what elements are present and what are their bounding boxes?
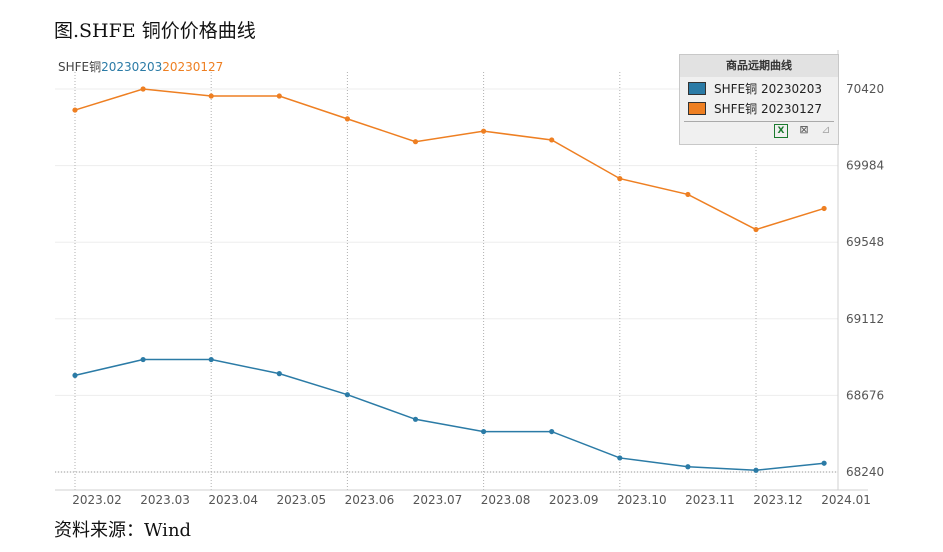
series-point-1 [753,467,759,473]
series-point-2 [344,116,350,122]
series-point-2 [140,86,146,92]
x-tick-label: 2023.09 [549,493,599,507]
source-note: 资料来源：Wind [54,520,192,541]
x-tick-label: 2023.06 [345,493,395,507]
legend-swatch-1 [688,81,706,95]
chart-edit-icon[interactable]: ⊠ [799,123,809,136]
x-tick-label: 2023.10 [617,493,667,507]
series-point-1 [685,464,691,470]
series-point-2 [549,137,555,143]
x-tick-label: 2023.12 [753,493,803,507]
series-point-2 [821,205,827,212]
legend-item-2[interactable]: SHFE铜 20230127 [680,99,838,117]
series-point-1 [412,416,419,422]
excel-icon[interactable]: X [774,124,788,138]
legend-toolbar: X ⊠ ⊿ [774,124,832,138]
x-tick-label: 2024.01 [821,493,871,507]
series-point-2 [481,128,487,134]
y-tick-label: 69548 [846,235,884,249]
chart-title: 图.SHFE 铜价价格曲线 [54,20,256,42]
series-point-1 [72,372,78,378]
series-caption: SHFE铜2023020320230127 [58,58,223,75]
legend-panel[interactable]: 商品远期曲线 SHFE铜 20230203 SHFE铜 20230127 X ⊠… [679,54,839,145]
y-tick-label: 68676 [846,388,884,402]
series-point-2 [72,107,78,113]
y-tick-label: 69984 [846,159,884,173]
series-point-1 [549,428,555,435]
series-line-1 [74,358,825,471]
y-tick-label: 68240 [846,465,884,479]
series-line-2 [74,88,825,231]
series-point-1 [208,356,214,363]
x-tick-label: 2023.07 [413,493,463,507]
series-point-2 [412,139,419,145]
x-tick-label: 2023.03 [140,493,190,507]
chart-disabled-icon[interactable]: ⊿ [821,123,831,136]
legend-item-1[interactable]: SHFE铜 20230203 [680,79,838,97]
series-point-1 [481,428,487,435]
series-point-1 [344,392,350,398]
x-tick-label: 2023.08 [481,493,531,507]
x-tick-label: 2023.11 [685,493,735,507]
x-tick-label: 2023.04 [208,493,258,507]
series-point-1 [276,371,282,377]
series-point-1 [140,356,146,363]
series-point-2 [685,191,691,198]
legend-label-1: SHFE铜 20230203 [714,81,823,96]
series-point-1 [821,460,827,466]
series-point-2 [617,176,623,182]
legend-swatch-2 [688,101,706,115]
x-tick-label: 2023.05 [276,493,326,507]
series-point-2 [276,93,282,99]
series-caption-s2: 20230127 [162,60,224,74]
x-tick-label: 2023.02 [72,493,122,507]
y-tick-label: 70420 [846,82,884,96]
series-point-2 [753,226,759,233]
y-tick-label: 69112 [846,312,884,326]
legend-title: 商品远期曲线 [680,55,838,77]
series-point-1 [617,455,623,461]
series-point-2 [208,93,214,99]
series-caption-s1: 20230203 [101,60,163,74]
legend-label-2: SHFE铜 20230127 [714,101,823,116]
legend-divider [684,121,834,122]
series-caption-base: SHFE铜 [58,60,102,74]
